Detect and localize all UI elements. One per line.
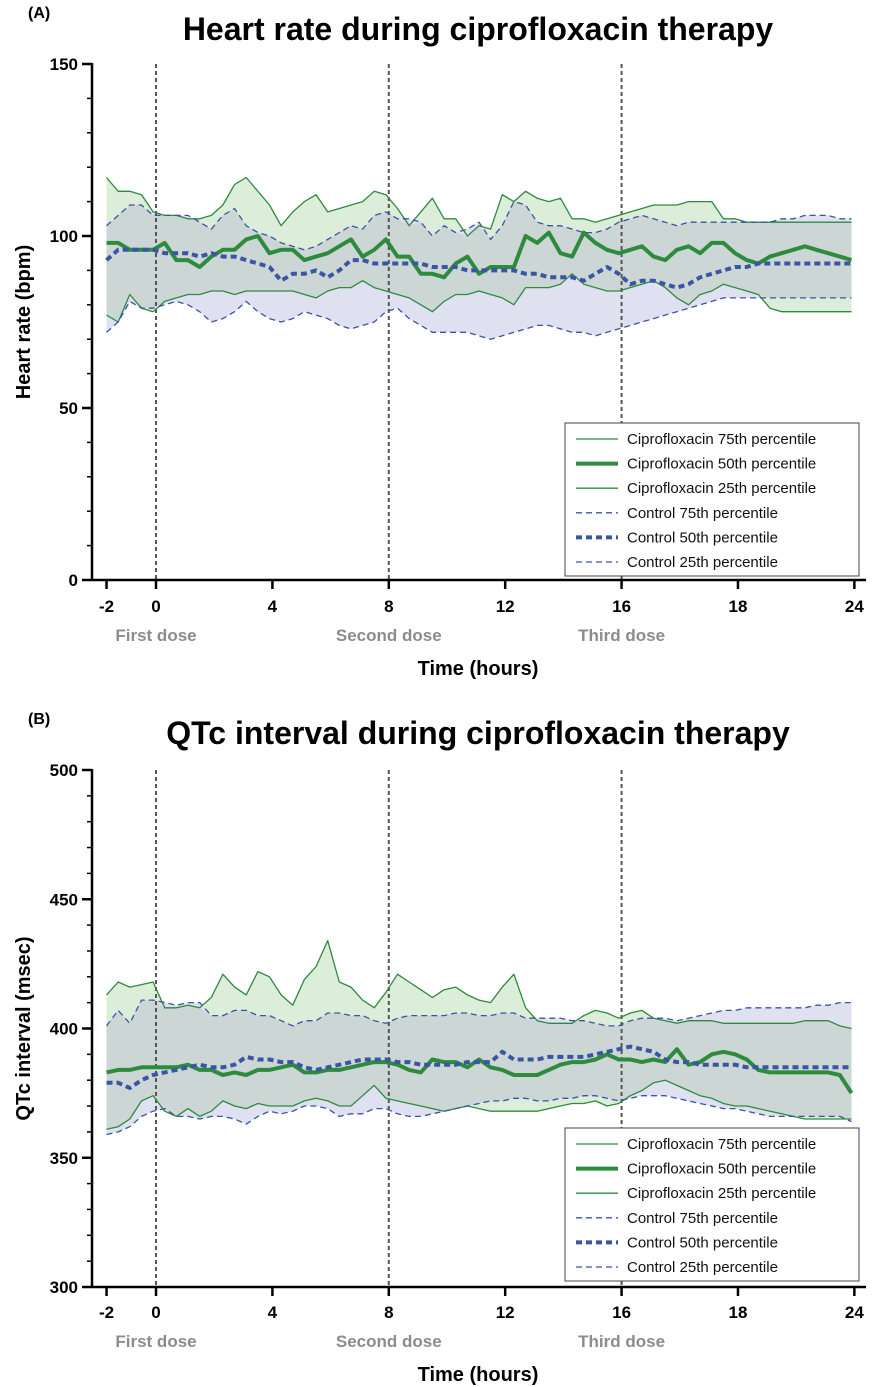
series-line-control-25th-percentile	[106, 1095, 852, 1136]
y-tick-label: 150	[50, 55, 78, 74]
dose-label: Second dose	[336, 1332, 442, 1351]
series-line-control-50th-percentile	[106, 1044, 852, 1090]
panel-label: (B)	[28, 711, 50, 728]
y-tick-label: 450	[50, 890, 78, 909]
series-line-ciprofloxacin-75th-percentile	[106, 939, 852, 1030]
dose-label: Third dose	[578, 626, 665, 645]
series-line-ciprofloxacin-25th-percentile	[106, 1079, 852, 1130]
x-tick-label: 16	[612, 1303, 631, 1322]
series-line-ciprofloxacin-75th-percentile	[106, 176, 852, 237]
overlap-band	[106, 201, 852, 322]
y-tick-label: 300	[50, 1278, 78, 1297]
dose-label: Third dose	[578, 1332, 665, 1351]
legend-entry: Ciprofloxacin 75th percentile	[627, 1136, 816, 1153]
y-tick-label: 500	[50, 761, 78, 780]
series-line-ciprofloxacin-25th-percentile	[106, 273, 852, 323]
legend-box	[564, 422, 860, 577]
series-line-control-25th-percentile	[106, 297, 852, 340]
legend-entry: Ciprofloxacin 75th percentile	[627, 431, 816, 448]
y-tick-label: 0	[69, 571, 78, 590]
legend-entry: Control 75th percentile	[627, 1210, 778, 1227]
legend: Ciprofloxacin 75th percentile Ciprofloxac…	[564, 1127, 860, 1282]
y-axis-label: Heart rate (bpm)	[13, 245, 35, 399]
x-tick-label: 18	[729, 597, 748, 616]
legend: Ciprofloxacin 75th percentile Ciprofloxac…	[564, 422, 860, 577]
x-tick-label: 18	[729, 1303, 748, 1322]
dose-label: First dose	[115, 1332, 196, 1351]
x-tick-label: 0	[151, 597, 160, 616]
y-tick-label: 100	[50, 227, 78, 246]
x-axis-label: Time (hours)	[418, 658, 539, 680]
qtc-panel: (B) QTc interval during ciprofloxacin the…	[13, 711, 866, 1386]
heart-rate-panel: (A) Heart rate during ciprofloxacin thera…	[13, 5, 866, 680]
x-tick-label: 24	[845, 1303, 864, 1322]
x-tick-label: 8	[384, 1303, 393, 1322]
x-tick-label: 0	[151, 1303, 160, 1322]
legend-entry: Ciprofloxacin 25th percentile	[627, 1185, 816, 1202]
x-tick-label: 12	[496, 1303, 515, 1322]
x-axis-label: Time (hours)	[418, 1364, 539, 1386]
series-line-control-75th-percentile	[105, 999, 852, 1027]
chart-title: QTc interval during ciprofloxacin therap…	[166, 715, 790, 751]
x-tick-label: 4	[268, 1303, 278, 1322]
x-tick-label: -2	[99, 597, 114, 616]
y-tick-label: 400	[50, 1020, 78, 1039]
legend-entry: Control 25th percentile	[627, 1259, 778, 1276]
legend-entry: Control 50th percentile	[627, 1234, 778, 1251]
x-tick-label: 16	[612, 597, 631, 616]
y-axis-label: QTc interval (msec)	[13, 936, 35, 1120]
series-line-ciprofloxacin-50th-percentile	[106, 230, 853, 280]
x-tick-label: 24	[845, 597, 864, 616]
y-tick-label: 50	[59, 399, 78, 418]
dose-label: Second dose	[336, 626, 442, 645]
legend-entry: Ciprofloxacin 50th percentile	[627, 456, 816, 473]
legend-entry: Control 50th percentile	[627, 529, 778, 546]
series-line-ciprofloxacin-50th-percentile	[106, 1047, 854, 1095]
y-tick-label: 350	[50, 1149, 78, 1168]
legend-entry: Ciprofloxacin 50th percentile	[627, 1161, 816, 1178]
legend-entry: Control 25th percentile	[627, 554, 778, 571]
x-tick-label: 12	[496, 597, 515, 616]
chart-title: Heart rate during ciprofloxacin therapy	[183, 11, 774, 47]
dose-label: First dose	[115, 626, 196, 645]
x-tick-label: 4	[268, 597, 278, 616]
legend-entry: Control 75th percentile	[627, 505, 778, 522]
series-line-control-50th-percentile	[105, 247, 852, 290]
x-tick-label: -2	[99, 1303, 114, 1322]
overlap-band	[106, 1000, 852, 1130]
x-tick-label: 8	[384, 597, 393, 616]
legend-entry: Ciprofloxacin 25th percentile	[627, 480, 816, 497]
legend-box	[564, 1127, 860, 1282]
series-line-control-75th-percentile	[106, 200, 852, 251]
panel-label: (A)	[28, 5, 50, 22]
